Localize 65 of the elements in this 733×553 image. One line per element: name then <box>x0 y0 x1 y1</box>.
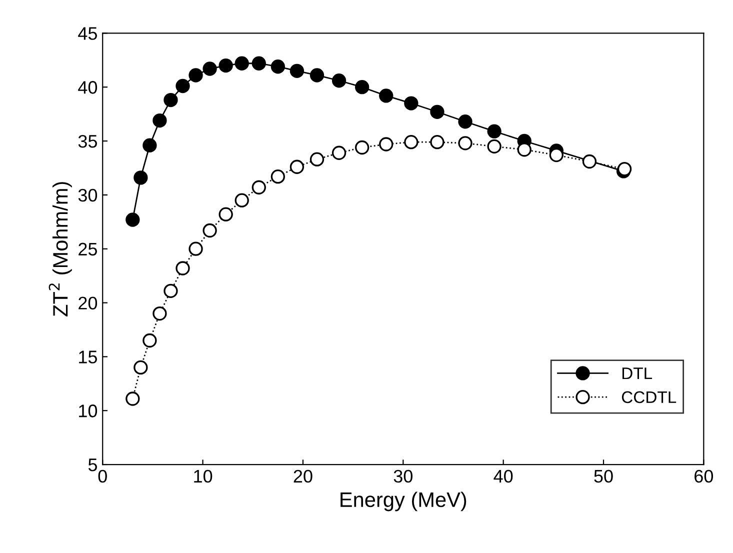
point <box>252 180 266 194</box>
point <box>164 284 178 298</box>
point <box>134 360 148 375</box>
point <box>234 56 249 70</box>
legend-label: DTL <box>622 368 652 380</box>
point <box>134 170 148 185</box>
y-tick-label: 40 <box>78 81 98 94</box>
point <box>126 212 140 227</box>
y-tick-label: 10 <box>79 404 98 418</box>
point <box>270 60 286 74</box>
point <box>218 58 233 73</box>
x-axis-title: Energy (MeV) <box>340 492 466 512</box>
point <box>517 142 532 157</box>
x-tick-label: 50 <box>594 470 613 483</box>
point <box>458 136 472 150</box>
point <box>430 104 444 119</box>
x-tick-label: 40 <box>494 470 513 483</box>
point <box>234 193 249 208</box>
x-tick-label: 10 <box>194 470 212 483</box>
x-tick-label: 0 <box>98 470 107 483</box>
y-tick-label: 25 <box>78 242 98 256</box>
point <box>126 392 140 406</box>
point <box>430 135 444 150</box>
point <box>310 68 324 82</box>
x-tick-label: 30 <box>394 470 412 483</box>
x-tick-label: 20 <box>294 470 312 483</box>
point <box>290 64 304 78</box>
point <box>379 137 394 152</box>
point <box>404 135 418 150</box>
point <box>332 146 346 160</box>
point <box>152 306 167 321</box>
point <box>582 154 597 169</box>
point <box>188 68 203 82</box>
point <box>176 261 190 276</box>
y-tick-label: 30 <box>78 188 98 202</box>
x-tick-label: 60 <box>694 470 714 483</box>
point <box>354 80 370 94</box>
y-tick-label: 15 <box>79 350 98 364</box>
point <box>270 170 286 184</box>
point <box>354 140 370 155</box>
point <box>310 152 324 166</box>
y-axis-title: ZT$^{2}$ (Mohm/m) <box>48 182 72 316</box>
point <box>379 88 394 103</box>
y-tick-label: 20 <box>78 296 98 310</box>
y-tick-label: 35 <box>78 134 98 148</box>
point <box>332 74 346 88</box>
point <box>164 92 178 108</box>
legend-label: CCDTL <box>622 391 676 404</box>
point <box>142 138 157 152</box>
point <box>142 333 157 348</box>
point <box>152 113 167 128</box>
point <box>202 223 217 238</box>
point <box>487 139 502 154</box>
point <box>404 96 418 110</box>
point <box>252 56 266 70</box>
y-tick-label: 5 <box>88 458 98 472</box>
point <box>549 148 564 162</box>
point <box>458 114 472 129</box>
point <box>176 78 190 94</box>
y-tick-label: 45 <box>78 27 98 40</box>
point <box>290 160 304 174</box>
point <box>188 242 203 256</box>
point <box>487 124 502 138</box>
point <box>202 62 217 76</box>
point <box>218 207 233 222</box>
